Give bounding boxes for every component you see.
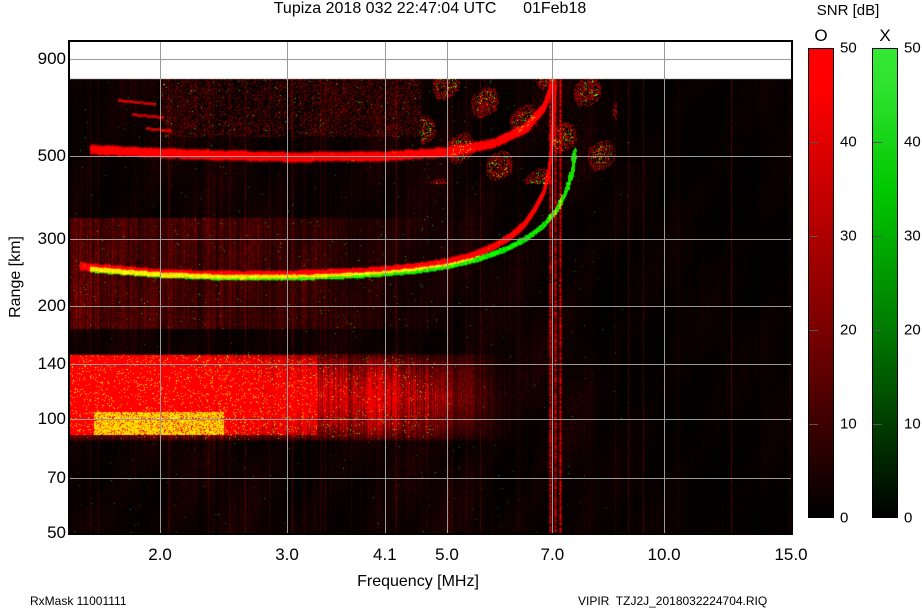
- x-tick-label: 10.0: [647, 545, 681, 564]
- footer-filename: VIPIR TZJ2J_2018032224704.RIQ: [578, 594, 768, 608]
- y-tick-label: 200: [37, 295, 66, 315]
- colorbar-tick-label: 40: [904, 133, 921, 151]
- colorbar-tick-mark: [809, 236, 818, 237]
- colorbar-tick-mark: [873, 330, 882, 331]
- colorbar-tick-label: 30: [904, 227, 921, 245]
- colorbar-tick-label: 20: [840, 321, 857, 339]
- colorbar-x-label: X: [879, 26, 891, 45]
- x-tick-label: 15.0: [774, 545, 808, 564]
- y-tick-label: 140: [37, 354, 66, 374]
- colorbar-tick-mark: [873, 142, 882, 143]
- x-tick-label: 5.0: [435, 545, 459, 564]
- colorbar-title: SNR [dB]: [816, 2, 880, 19]
- x-axis-label: Frequency [MHz]: [357, 573, 479, 590]
- y-tick-label: 900: [37, 49, 66, 69]
- colorbar-tick-label: 0: [904, 509, 913, 527]
- colorbar-tick-mark: [873, 236, 882, 237]
- y-tick-label: 50: [47, 523, 66, 542]
- ionogram-heatmap: [70, 42, 791, 533]
- colorbar-tick-label: 0: [840, 509, 849, 527]
- colorbar-tick-label: 40: [840, 133, 857, 151]
- y-tick-label: 300: [37, 229, 66, 249]
- y-axis: Range [km] 900 500 300 200 140 100 70 50: [0, 0, 66, 614]
- ionogram-plot[interactable]: [68, 40, 793, 535]
- y-tick-label: 100: [37, 409, 66, 429]
- x-tick-label: 2.0: [148, 545, 172, 564]
- y-tick-label: 500: [37, 145, 66, 165]
- colorbar-tick-mark: [809, 330, 818, 331]
- colorbar-o-label: O: [814, 26, 828, 45]
- colorbar-tick-mark: [873, 424, 882, 425]
- footer-rxmask: RxMask 11001111: [30, 594, 127, 608]
- colorbar-x-gradient: [872, 48, 898, 518]
- y-tick-label: 70: [47, 467, 66, 487]
- colorbar-tick-label: 10: [840, 415, 857, 433]
- colorbar-tick-label: 50: [840, 39, 857, 57]
- colorbar-o-gradient: [808, 48, 834, 518]
- colorbar-tick-mark: [809, 142, 818, 143]
- colorbar-tick-mark: [809, 424, 818, 425]
- colorbar-tick-label: 30: [840, 227, 857, 245]
- x-tick-label: 7.0: [540, 545, 565, 564]
- page-title: Tupiza 2018 032 22:47:04 UTC 01Feb18: [273, 0, 587, 17]
- x-tick-label: 3.0: [275, 545, 299, 564]
- colorbar-tick-label: 50: [904, 39, 921, 57]
- colorbar-tick-label: 20: [904, 321, 921, 339]
- x-tick-label: 4.1: [373, 545, 397, 564]
- colorbar-tick-label: 10: [904, 415, 921, 433]
